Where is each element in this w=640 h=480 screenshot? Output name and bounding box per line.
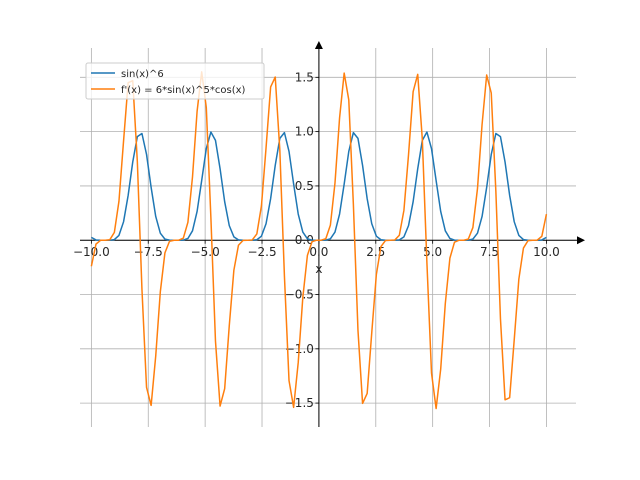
y-tick-label-5: 1.0 [295, 125, 314, 139]
y-tick-label-2: −0.5 [285, 288, 314, 302]
x-tick-label-2: −5.0 [191, 245, 220, 259]
legend-box [85, 62, 265, 100]
x-axis-title: x [315, 262, 322, 276]
grid [80, 48, 576, 427]
legend: sin(x)^6 f'(x) = 6*sin(x)^5*cos(x) [85, 62, 265, 100]
x-tick-label-4: 0.0 [309, 245, 328, 259]
y-axis-arrow [314, 41, 323, 49]
x-tick-label-0: −10.0 [73, 245, 110, 259]
x-tick-label-7: 7.5 [480, 245, 499, 259]
y-tick-label-0: −1.5 [285, 396, 314, 410]
x-tick-label-3: −2.5 [247, 245, 276, 259]
y-tick-label-6: 1.5 [295, 70, 314, 84]
legend-label-derivative: f'(x) = 6*sin(x)^5*cos(x) [121, 85, 246, 96]
y-ticks: −1.5−1.0−0.50.00.51.01.5 [285, 70, 319, 410]
x-tick-label-6: 5.0 [423, 245, 442, 259]
series [90, 71, 548, 410]
x-axis-arrow [577, 236, 585, 245]
y-tick-label-3: 0.0 [295, 233, 314, 247]
series-line-1 [90, 71, 548, 410]
y-tick-label-4: 0.5 [295, 179, 314, 193]
legend-label-sin6: sin(x)^6 [121, 69, 164, 80]
x-tick-label-1: −7.5 [134, 245, 163, 259]
x-tick-label-5: 2.5 [366, 245, 385, 259]
axes [80, 41, 585, 427]
x-tick-label-8: 10.0 [533, 245, 560, 259]
